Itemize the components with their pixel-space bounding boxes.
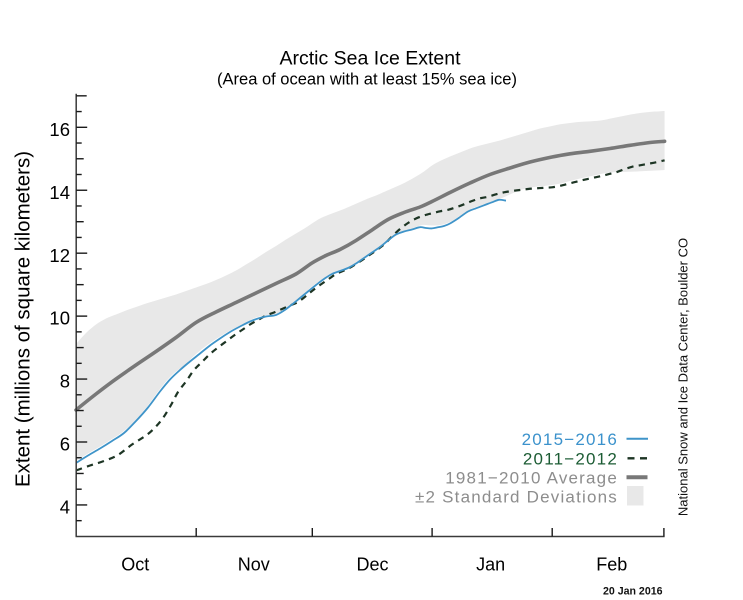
svg-text:8: 8: [60, 371, 70, 392]
svg-text:16: 16: [49, 119, 70, 140]
svg-text:2011−2012: 2011−2012: [523, 450, 618, 469]
svg-text:±2 Standard Deviations: ±2 Standard Deviations: [415, 488, 618, 507]
svg-text:Extent (millions of square kil: Extent (millions of square kilometers): [12, 151, 35, 487]
svg-text:20 Jan 2016: 20 Jan 2016: [603, 586, 663, 598]
svg-text:6: 6: [60, 433, 70, 454]
svg-text:Arctic Sea Ice Extent: Arctic Sea Ice Extent: [280, 48, 462, 70]
svg-text:1981−2010 Average: 1981−2010 Average: [445, 469, 618, 488]
svg-text:Oct: Oct: [121, 555, 149, 575]
svg-text:Jan: Jan: [476, 555, 505, 575]
svg-text:2015−2016: 2015−2016: [522, 430, 618, 449]
svg-text:10: 10: [49, 308, 70, 329]
svg-text:Feb: Feb: [596, 555, 627, 575]
svg-text:National Snow and Ice Data Cen: National Snow and Ice Data Center, Bould…: [676, 238, 691, 516]
svg-text:14: 14: [49, 182, 70, 203]
svg-text:Nov: Nov: [238, 555, 270, 575]
svg-text:(Area of ocean with at least 1: (Area of ocean with at least 15% sea ice…: [217, 71, 517, 89]
svg-text:12: 12: [49, 245, 70, 266]
svg-text:4: 4: [60, 496, 70, 517]
svg-text:Dec: Dec: [356, 555, 388, 575]
